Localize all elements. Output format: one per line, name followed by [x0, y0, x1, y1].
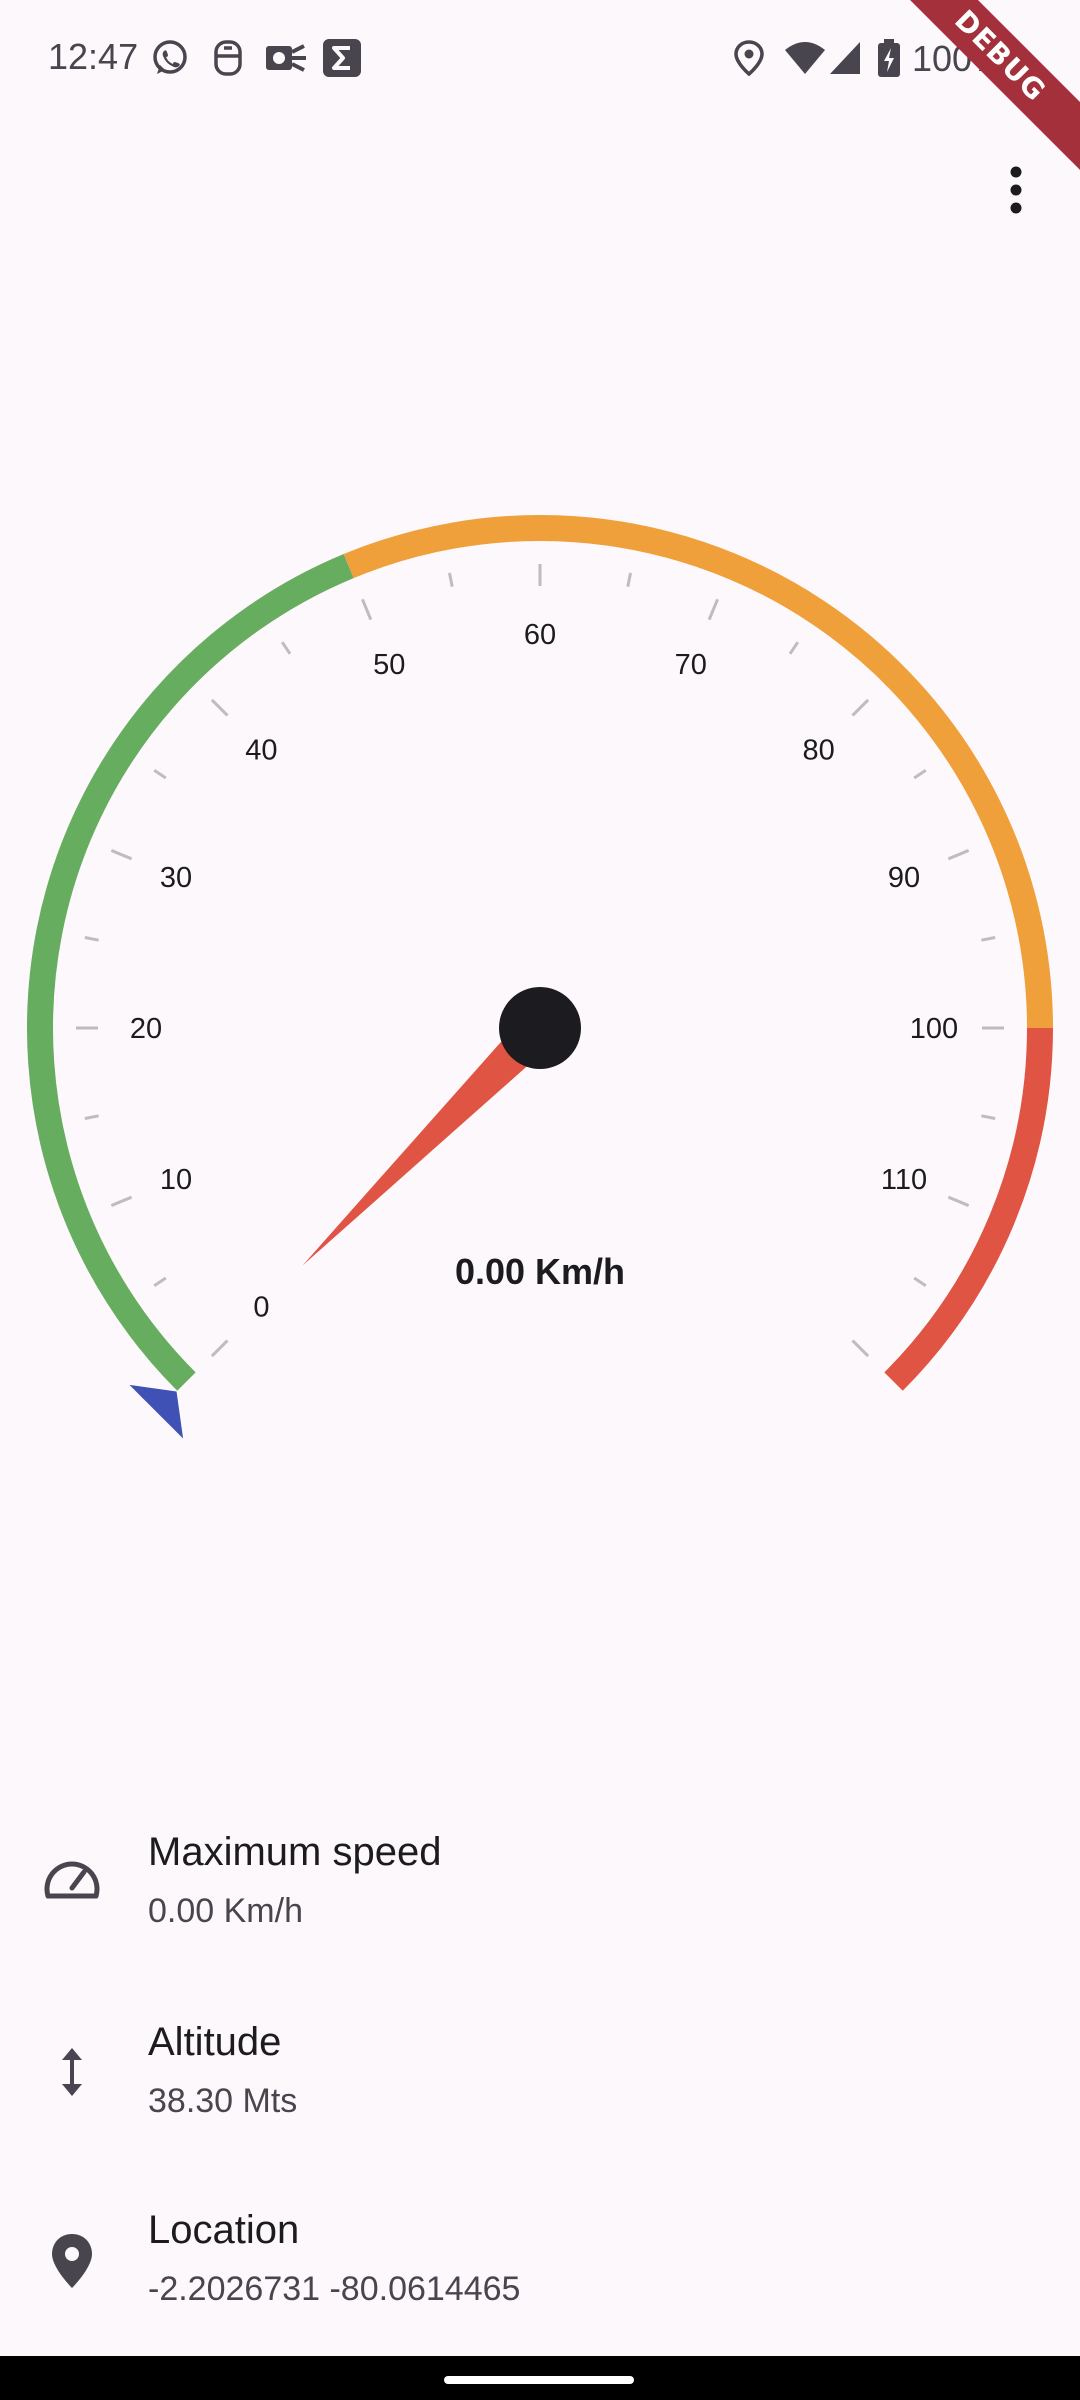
gauge-tick-label: 100	[910, 1013, 958, 1045]
gauge-tick-label: 50	[373, 649, 405, 681]
gauge-tick-label: 90	[888, 862, 920, 894]
gauge-tick	[981, 1114, 996, 1120]
speedometer-gauge: 0 10 20 30 40 50 60 70 80 90 100 110 0.00 Km/h	[27, 515, 1053, 1439]
altitude-value: 38.30 Mts	[148, 2082, 298, 2120]
gauge-tick	[947, 849, 970, 861]
gauge-tick	[448, 572, 454, 587]
more-options-button[interactable]	[992, 160, 1040, 220]
gauge-tick-label: 60	[524, 619, 556, 651]
gauge-tick	[153, 768, 167, 780]
ok-icon	[266, 44, 306, 72]
max-speed-value: 0.00 Km/h	[148, 1892, 303, 1930]
needle-hub	[499, 987, 581, 1069]
gauge-tick	[626, 572, 632, 587]
gauge-tick	[110, 1195, 133, 1207]
status-time: 12:47	[48, 36, 139, 77]
gauge-tick-label: 40	[245, 734, 277, 766]
gauge-tick	[851, 1339, 870, 1358]
max-speed-row: Maximum speed 0.00 Km/h	[0, 1810, 1080, 1990]
speedometer-icon	[44, 1861, 100, 1899]
status-bar: 12:47 100%	[0, 0, 1080, 120]
speed-marker	[129, 1384, 184, 1439]
gauge-tick	[851, 698, 870, 717]
gauge-tick-label: 10	[160, 1164, 192, 1196]
max-speed-title: Maximum speed	[148, 1830, 442, 1874]
gauge-tick-label: 80	[802, 734, 834, 766]
whatsapp-icon	[153, 40, 187, 74]
gauge-tick	[788, 641, 800, 655]
gauge-tick	[280, 641, 292, 655]
gauge-range-1	[343, 515, 1053, 1029]
notification-icon	[214, 40, 242, 76]
gauge-tick-label: 0	[253, 1292, 269, 1324]
gauge-tick	[210, 1339, 229, 1358]
gauge-tick	[947, 1195, 970, 1207]
gauge-tick	[981, 936, 996, 942]
gauge-tick	[361, 598, 373, 621]
sigma-icon	[323, 39, 361, 77]
gauge-tick	[210, 698, 229, 717]
gauge-tick	[913, 1276, 927, 1288]
current-speed-label: 0.00 Km/h	[455, 1251, 625, 1292]
location-icon	[734, 40, 764, 77]
location-value: -2.2026731 -80.0614465	[148, 2270, 521, 2308]
gauge-tick	[153, 1276, 167, 1288]
altitude-title: Altitude	[148, 2020, 282, 2064]
gauge-tick	[913, 768, 927, 780]
gauge-tick	[84, 1114, 99, 1120]
location-title: Location	[148, 2208, 300, 2252]
wifi-icon	[785, 42, 825, 74]
gauge-tick	[110, 849, 133, 861]
location-pin-icon	[52, 2234, 92, 2288]
home-handle[interactable]	[444, 2376, 634, 2384]
gauge-tick	[707, 598, 719, 621]
gauge-tick-label: 70	[675, 649, 707, 681]
location-row: Location -2.2026731 -80.0614465	[0, 2188, 1080, 2368]
signal-icon	[830, 42, 860, 74]
gauge-range-0	[27, 554, 354, 1391]
altitude-row: Altitude 38.30 Mts	[0, 2000, 1080, 2180]
navigation-bar	[0, 2356, 1080, 2400]
gauge-range-2	[884, 1027, 1053, 1391]
gauge-tick-label: 30	[160, 862, 192, 894]
gauge-tick	[84, 936, 99, 942]
altitude-icon	[62, 2048, 82, 2096]
battery-icon	[878, 39, 900, 77]
gauge-tick-label: 110	[881, 1164, 927, 1196]
more-vert-icon	[1010, 166, 1022, 178]
gauge-tick-label: 20	[130, 1013, 162, 1045]
speed-needle	[302, 1013, 555, 1266]
